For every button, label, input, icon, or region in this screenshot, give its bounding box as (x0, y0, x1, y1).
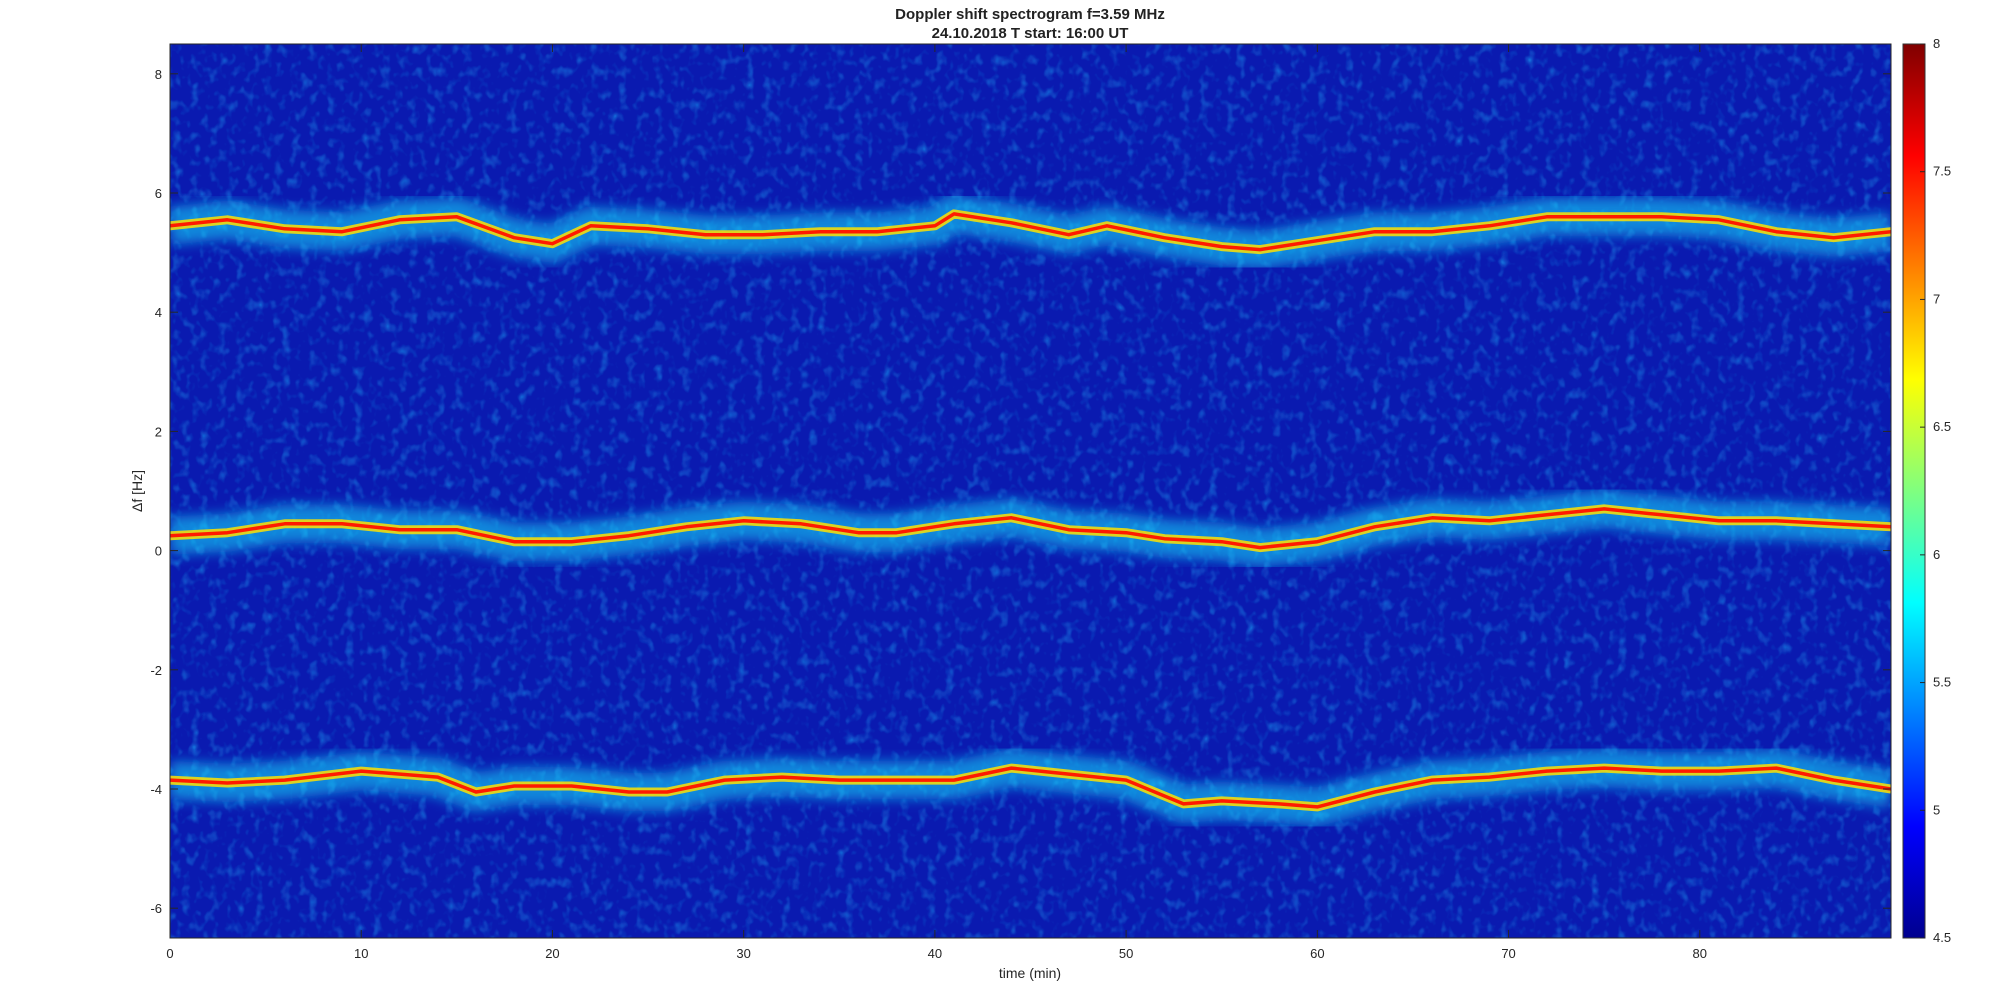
x-tick-label: 80 (1693, 946, 1707, 961)
x-tick-label: 10 (354, 946, 368, 961)
y-tick-label: 6 (155, 186, 162, 201)
x-axis: 0 10 20 30 40 50 60 70 80 (166, 44, 1707, 961)
doppler-traces (170, 212, 1891, 809)
spectrogram-noise (170, 44, 1891, 938)
y-tick-label: 2 (155, 424, 162, 439)
colorbar-tick-label: 6 (1933, 547, 1940, 562)
colorbar-tick-label: 5 (1933, 802, 1940, 817)
colorbar-gradient (1902, 43, 1926, 939)
y-tick-label: 0 (155, 544, 162, 559)
colorbar-ticks: 4.5 5 5.5 6 6.5 7 7.5 8 (1920, 36, 1951, 945)
x-tick-label: 30 (736, 946, 750, 961)
y-tick-label: 4 (155, 305, 162, 320)
y-tick-label: 8 (155, 67, 162, 82)
colorbar-tick-label: 7.5 (1933, 164, 1951, 179)
x-tick-label: 0 (166, 946, 173, 961)
colorbar-tick-label: 6.5 (1933, 419, 1951, 434)
colorbar-tick-label: 4.5 (1933, 930, 1951, 945)
colorbar-tick-label: 5.5 (1933, 675, 1951, 690)
doppler-trace (170, 507, 1891, 550)
doppler-trace (170, 766, 1891, 809)
colorbar-tick-label: 8 (1933, 36, 1940, 51)
x-axis-label: time (min) (999, 965, 1061, 981)
colorbar: 4.5 5 5.5 6 6.5 7 7.5 8 (1902, 36, 1951, 945)
y-tick-label: -4 (150, 782, 162, 797)
y-tick-label: -2 (150, 663, 162, 678)
x-tick-label: 60 (1310, 946, 1324, 961)
x-tick-label: 20 (545, 946, 559, 961)
colorbar-tick-label: 7 (1933, 291, 1940, 306)
chart-subtitle: 24.10.2018 T start: 16:00 UT (932, 25, 1129, 42)
x-tick-label: 40 (928, 946, 942, 961)
y-tick-label: -6 (150, 901, 162, 916)
y-axis-label: Δf [Hz] (129, 470, 145, 512)
x-tick-label: 70 (1501, 946, 1515, 961)
x-tick-label: 50 (1119, 946, 1133, 961)
plot-frame (169, 43, 1892, 939)
doppler-trace (170, 212, 1891, 252)
spectrogram-plot-area (169, 43, 1892, 939)
y-axis: -6 -4 -2 0 2 4 6 8 (150, 67, 1891, 916)
chart-title: Doppler shift spectrogram f=3.59 MHz (895, 6, 1165, 23)
